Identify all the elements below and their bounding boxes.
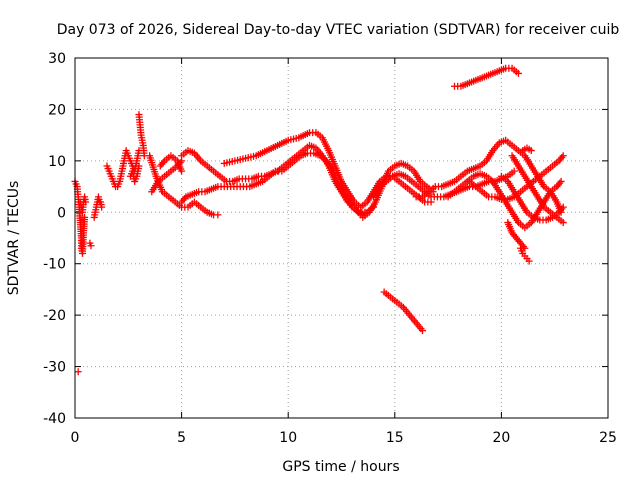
data-point <box>559 152 567 160</box>
data-point <box>419 327 427 335</box>
y-tick-label: 30 <box>48 51 66 67</box>
y-tick-label: -30 <box>43 360 66 376</box>
series-early-0b <box>76 193 90 216</box>
series-arc-n <box>504 219 529 252</box>
series-arc-k <box>465 152 567 203</box>
data-point <box>135 162 143 170</box>
series-low-arc <box>380 288 427 335</box>
data-point <box>82 198 90 206</box>
y-tick-label: 0 <box>57 205 66 221</box>
data-point <box>559 219 567 227</box>
x-tick-label: 15 <box>386 430 404 446</box>
series-early-0c <box>74 368 82 376</box>
y-tick-label: -10 <box>43 257 66 273</box>
x-tick-label: 5 <box>177 430 186 446</box>
series-arc-c <box>156 152 186 175</box>
y-tick-labels: -40 -30 -20 -10 0 10 20 30 <box>43 51 66 427</box>
grid-lines <box>75 58 608 418</box>
data-point <box>87 242 95 250</box>
x-tick-labels: 0 5 10 15 20 25 <box>71 430 617 446</box>
data-point <box>178 167 186 175</box>
x-tick-label: 20 <box>492 430 510 446</box>
series-arc-l <box>497 172 567 224</box>
series-early-3 <box>135 111 148 160</box>
series-arc-o <box>517 244 533 265</box>
x-tick-label: 10 <box>279 430 297 446</box>
data-point <box>557 177 565 185</box>
data-point <box>514 69 522 77</box>
data-point <box>527 147 535 155</box>
series-early-0a <box>71 177 89 257</box>
series-arc-d <box>178 149 369 216</box>
series-arc-f <box>220 129 435 211</box>
x-tick-label: 25 <box>599 430 617 446</box>
y-tick-label: -40 <box>43 411 66 427</box>
series-arc-m <box>508 152 567 227</box>
data-point <box>74 368 82 376</box>
y-tick-label: 10 <box>48 154 66 170</box>
axis-ticks <box>74 57 609 419</box>
series-early-1 <box>90 193 106 221</box>
data-point <box>81 213 89 221</box>
series-arc-p <box>519 144 535 155</box>
data-points <box>71 64 567 376</box>
series-arc-e <box>178 141 377 219</box>
x-tick-label: 0 <box>71 430 80 446</box>
data-point <box>98 203 106 211</box>
chart-title: Day 073 of 2026, Sidereal Day-to-day VTE… <box>57 22 620 38</box>
series-early-2b <box>126 162 143 185</box>
data-point <box>214 211 222 219</box>
plot-frame <box>74 57 609 419</box>
y-tick-label: -20 <box>43 308 66 324</box>
x-axis-title: GPS time / hours <box>282 459 399 475</box>
data-point <box>525 257 533 265</box>
series-top-arc <box>450 64 522 90</box>
y-tick-label: 20 <box>48 102 66 118</box>
data-point <box>559 203 567 211</box>
y-axis-title: SDTVAR / TECUs <box>6 181 22 296</box>
series-early-0d <box>86 239 95 250</box>
data-point <box>510 167 518 175</box>
